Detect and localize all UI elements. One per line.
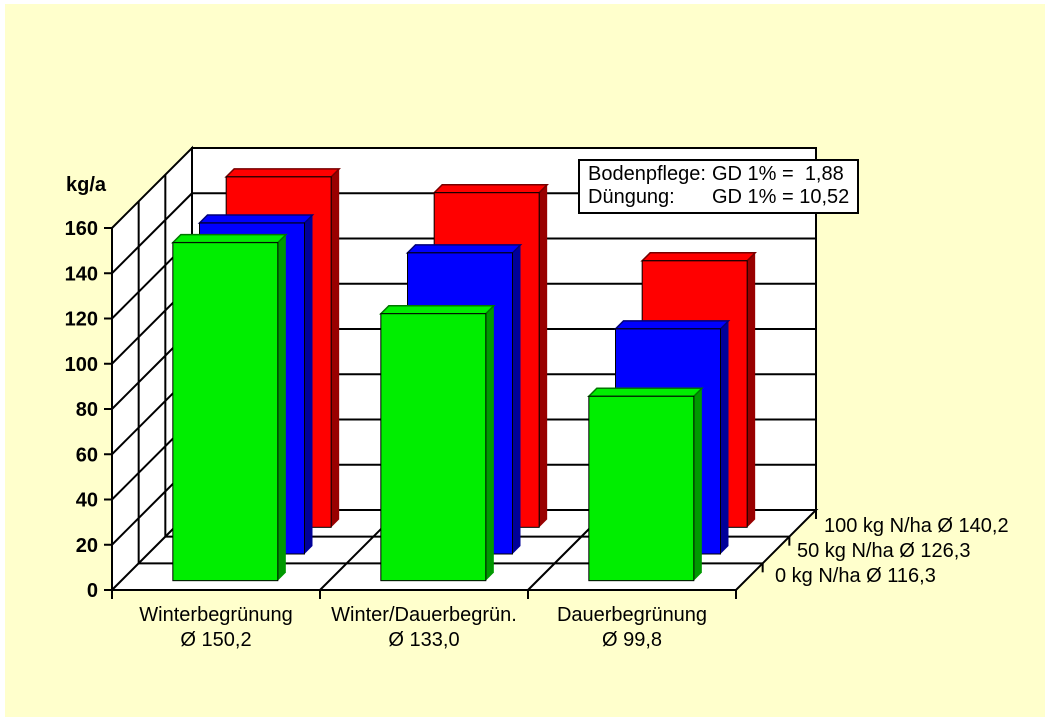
y-tick-label: 80: [76, 399, 98, 421]
bar-side-face: [331, 168, 340, 528]
stats-value: GD 1% = 1,88: [712, 163, 844, 185]
stats-label: Düngung:: [588, 186, 675, 208]
y-tick-label: 40: [76, 490, 98, 512]
bar-c3-s1: [587, 387, 704, 582]
y-tick-label: 60: [76, 444, 98, 466]
bar-side-face: [304, 214, 313, 554]
y-tick-label: 0: [87, 580, 98, 602]
series-label: 50 kg N/ha Ø 126,3: [797, 540, 970, 562]
y-tick-label: 100: [65, 354, 98, 376]
category-label: Winterbegrünung: [139, 604, 292, 626]
bar-side-face: [277, 234, 286, 581]
bar-top-face: [613, 320, 731, 330]
series-label: 100 kg N/ha Ø 140,2: [824, 515, 1009, 537]
bar-side-face: [747, 252, 756, 528]
side-gridline: [111, 192, 193, 274]
bar-top-face: [197, 214, 315, 224]
category-mean-label: Ø 99,8: [602, 629, 662, 651]
bar-front-face: [380, 313, 487, 582]
bar-c1-s1: [171, 233, 288, 582]
bar-top-face: [405, 244, 523, 254]
stats-value: GD 1% = 10,52: [712, 186, 850, 208]
y-tick-label: 20: [76, 535, 98, 557]
bar-side-face: [512, 244, 521, 554]
y-tick-label: 120: [65, 309, 98, 331]
bar-side-face: [485, 305, 494, 581]
bar-side-face: [693, 388, 702, 581]
category-label: Dauerbegrünung: [557, 604, 707, 626]
bar-c2-s1: [379, 304, 496, 582]
stats-box: Bodenpflege: GD 1% = 1,88 Düngung: GD 1%…: [578, 159, 860, 214]
bar-top-face: [379, 304, 496, 315]
stats-row-duengung: Düngung: GD 1% = 10,52: [588, 186, 849, 209]
bar-top-face: [432, 183, 549, 194]
y-tick-label: 160: [65, 218, 98, 240]
bar-front-face: [172, 242, 279, 582]
stats-row-bodenpflege: Bodenpflege: GD 1% = 1,88: [588, 163, 849, 186]
bar-side-face: [539, 184, 548, 528]
category-label: Winter/Dauerbegrün.: [331, 604, 517, 626]
bar-side-face: [720, 320, 729, 554]
series-label: 0 kg N/ha Ø 116,3: [775, 565, 936, 587]
stats-label: Bodenpflege:: [588, 163, 706, 185]
y-axis-title: kg/a: [66, 174, 107, 196]
bar-top-face: [224, 168, 341, 178]
bar-top-face: [171, 233, 288, 244]
y-tick-label: 140: [65, 263, 98, 285]
category-mean-label: Ø 150,2: [180, 629, 251, 651]
bar-top-face: [587, 387, 704, 398]
bar-top-face: [640, 252, 757, 262]
category-mean-label: Ø 133,0: [388, 629, 459, 651]
bar-front-face: [588, 395, 695, 582]
